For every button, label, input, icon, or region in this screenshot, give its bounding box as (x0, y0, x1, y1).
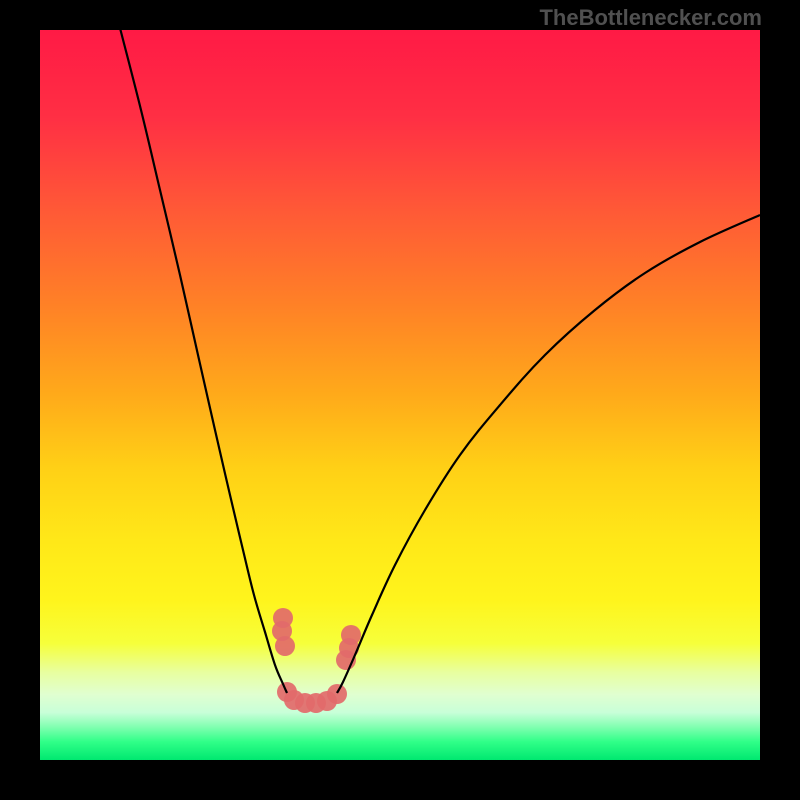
data-point (327, 684, 347, 704)
data-point (275, 636, 295, 656)
watermark-text: TheBottlenecker.com (539, 5, 762, 31)
chart-svg (0, 0, 800, 800)
chart-container: TheBottlenecker.com (0, 0, 800, 800)
data-point (341, 625, 361, 645)
